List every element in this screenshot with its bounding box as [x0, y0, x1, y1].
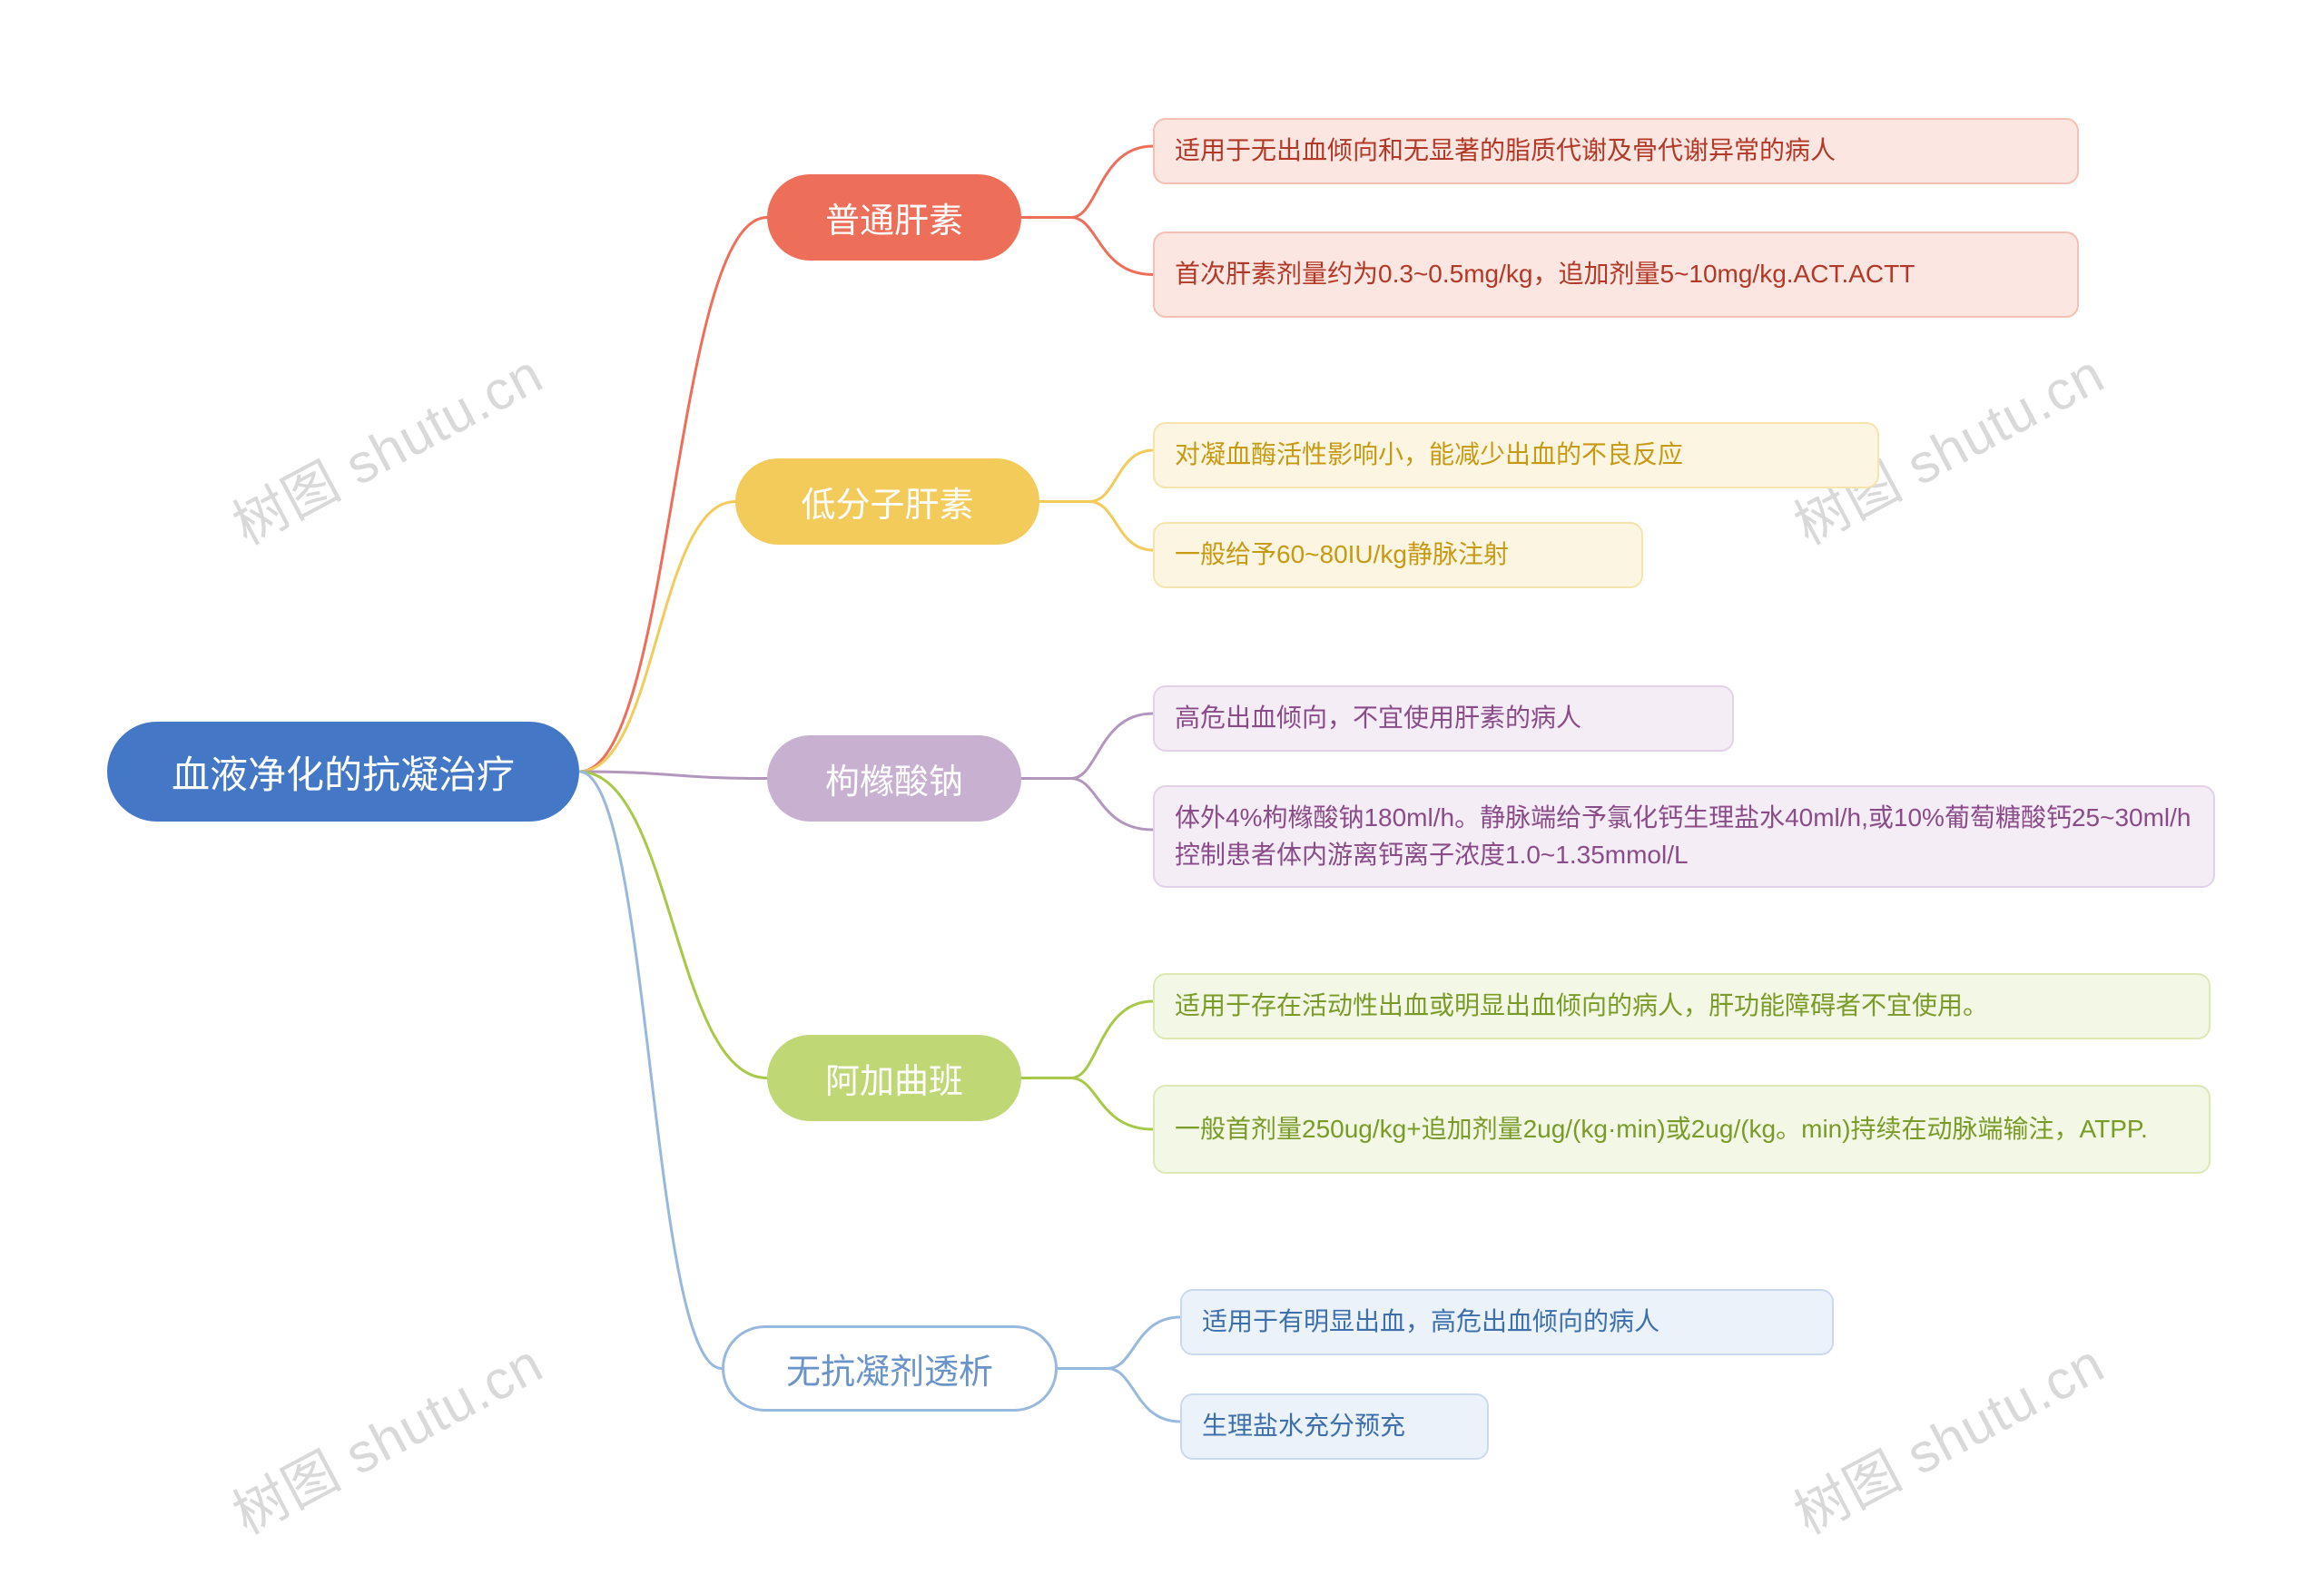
leaf-text: 高危出血倾向，不宜使用肝素的病人 — [1175, 700, 1581, 737]
watermark-4: 树图 shutu.cn — [1778, 1320, 2116, 1550]
watermark-1: 树图 shutu.cn — [217, 330, 555, 560]
leaf-text: 适用于存在活动性出血或明显出血倾向的病人，肝功能障碍者不宜使用。 — [1175, 988, 1988, 1025]
leaf-text: 一般首剂量250ug/kg+追加剂量2ug/(kg·min)或2ug/(kg。m… — [1175, 1111, 2148, 1148]
leaf-node[interactable]: 适用于无出血倾向和无显著的脂质代谢及骨代谢异常的病人 — [1153, 118, 2079, 184]
leaf-node[interactable]: 高危出血倾向，不宜使用肝素的病人 — [1153, 685, 1734, 752]
leaf-text: 体外4%枸橼酸钠180ml/h。静脉端给予氯化钙生理盐水40ml/h,或10%葡… — [1175, 800, 2193, 873]
branch-label: 普通肝素 — [825, 192, 963, 242]
leaf-text: 生理盐水充分预充 — [1202, 1408, 1405, 1445]
leaf-text: 一般给予60~80IU/kg静脉注射 — [1175, 536, 1509, 574]
leaf-text: 适用于有明显出血，高危出血倾向的病人 — [1202, 1304, 1659, 1341]
leaf-node[interactable]: 生理盐水充分预充 — [1180, 1393, 1489, 1460]
branch-node-b2[interactable]: 低分子肝素 — [735, 458, 1039, 545]
branch-label: 枸橼酸钠 — [825, 753, 963, 803]
leaf-text: 首次肝素剂量约为0.3~0.5mg/kg，追加剂量5~10mg/kg.ACT.A… — [1175, 256, 1915, 293]
branch-label: 阿加曲班 — [825, 1053, 963, 1103]
leaf-node[interactable]: 一般给予60~80IU/kg静脉注射 — [1153, 522, 1643, 588]
leaf-node[interactable]: 一般首剂量250ug/kg+追加剂量2ug/(kg·min)或2ug/(kg。m… — [1153, 1085, 2211, 1174]
branch-node-b4[interactable]: 阿加曲班 — [767, 1035, 1021, 1121]
leaf-node[interactable]: 体外4%枸橼酸钠180ml/h。静脉端给予氯化钙生理盐水40ml/h,或10%葡… — [1153, 785, 2215, 888]
branch-node-b1[interactable]: 普通肝素 — [767, 174, 1021, 261]
leaf-text: 适用于无出血倾向和无显著的脂质代谢及骨代谢异常的病人 — [1175, 133, 1836, 170]
leaf-node[interactable]: 首次肝素剂量约为0.3~0.5mg/kg，追加剂量5~10mg/kg.ACT.A… — [1153, 231, 2079, 318]
leaf-node[interactable]: 适用于有明显出血，高危出血倾向的病人 — [1180, 1289, 1834, 1355]
root-node[interactable]: 血液净化的抗凝治疗 — [107, 722, 579, 822]
leaf-text: 对凝血酶活性影响小，能减少出血的不良反应 — [1175, 437, 1683, 474]
branch-label: 无抗凝剂透析 — [786, 1344, 993, 1393]
root-label: 血液净化的抗凝治疗 — [172, 744, 515, 800]
branch-node-b3[interactable]: 枸橼酸钠 — [767, 735, 1021, 822]
leaf-node[interactable]: 对凝血酶活性影响小，能减少出血的不良反应 — [1153, 422, 1879, 488]
leaf-node[interactable]: 适用于存在活动性出血或明显出血倾向的病人，肝功能障碍者不宜使用。 — [1153, 973, 2211, 1039]
watermark-3: 树图 shutu.cn — [217, 1320, 555, 1550]
branch-node-b5[interactable]: 无抗凝剂透析 — [722, 1325, 1058, 1412]
branch-label: 低分子肝素 — [801, 477, 973, 527]
